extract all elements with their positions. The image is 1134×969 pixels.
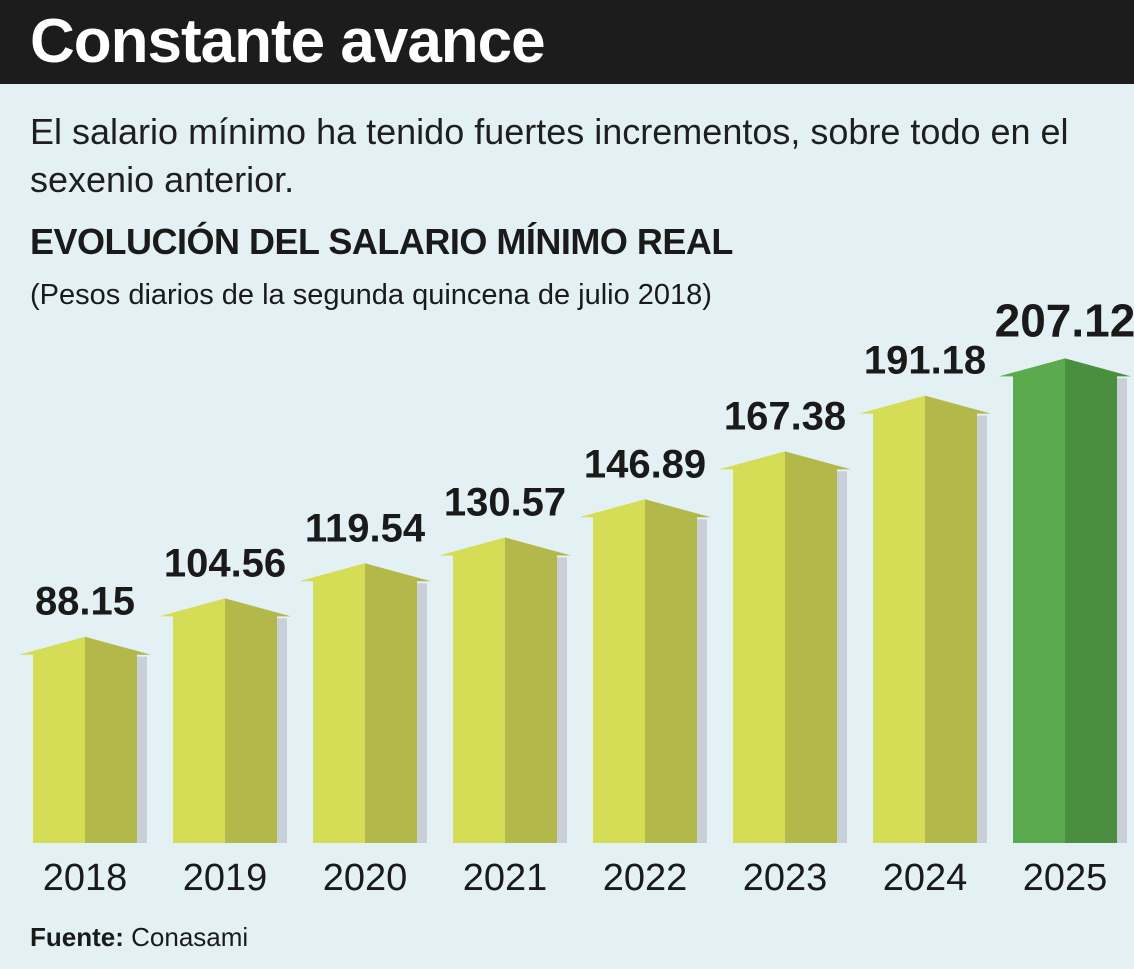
bar-2025 bbox=[999, 358, 1065, 843]
page-title: Constante avance bbox=[30, 7, 546, 76]
bar-shadow-2022 bbox=[697, 519, 707, 843]
category-label-2023: 2023 bbox=[743, 857, 828, 899]
chart-title: EVOLUCIÓN DEL SALARIO MÍNIMO REAL bbox=[30, 221, 733, 262]
value-label-2021: 130.57 bbox=[444, 480, 566, 524]
category-label-2025: 2025 bbox=[1023, 857, 1108, 899]
bar-2019 bbox=[159, 598, 225, 843]
chart-subtitle: (Pesos diarios de la segunda quincena de… bbox=[30, 279, 712, 311]
bar-2023 bbox=[719, 451, 785, 843]
bar-shade-2023 bbox=[785, 451, 851, 843]
value-label-2018: 88.15 bbox=[35, 580, 135, 624]
bar-shadow-2020 bbox=[417, 583, 427, 843]
bar-shade-2025 bbox=[1065, 358, 1131, 843]
bar-2018 bbox=[19, 636, 85, 843]
category-label-2018: 2018 bbox=[43, 857, 128, 899]
value-label-2023: 167.38 bbox=[724, 394, 846, 438]
bar-shade-2020 bbox=[365, 563, 431, 843]
value-label-2020: 119.54 bbox=[305, 506, 426, 550]
bar-shadow-2025 bbox=[1117, 378, 1127, 843]
bar-shade-2021 bbox=[505, 537, 571, 843]
value-label-2025: 207.12 bbox=[995, 294, 1134, 346]
bar-shadow-2024 bbox=[977, 415, 987, 843]
bar-shade-2019 bbox=[225, 598, 291, 843]
bar-shadow-2019 bbox=[277, 618, 287, 843]
value-label-2019: 104.56 bbox=[164, 541, 286, 585]
value-label-2022: 146.89 bbox=[584, 442, 706, 486]
bar-2021 bbox=[439, 537, 505, 843]
bar-2024 bbox=[859, 395, 925, 843]
bar-shade-2022 bbox=[645, 499, 711, 843]
bar-shadow-2018 bbox=[137, 656, 147, 843]
bar-2022 bbox=[579, 499, 645, 843]
value-label-2024: 191.18 bbox=[864, 339, 986, 383]
source-label: Fuente: bbox=[30, 922, 124, 952]
bar-shade-2024 bbox=[925, 395, 991, 843]
category-label-2022: 2022 bbox=[603, 857, 688, 899]
header-bar: Constante avance bbox=[0, 0, 1134, 84]
category-label-2020: 2020 bbox=[323, 857, 408, 899]
intro-text: El salario mínimo ha tenido fuertes incr… bbox=[30, 111, 1069, 200]
bar-2020 bbox=[299, 563, 365, 843]
category-label-2019: 2019 bbox=[183, 857, 268, 899]
category-label-2024: 2024 bbox=[883, 857, 968, 899]
bar-shadow-2023 bbox=[837, 471, 847, 843]
bar-shade-2018 bbox=[85, 636, 151, 843]
source-value: Conasami bbox=[131, 922, 249, 952]
source-note: Fuente: Conasami bbox=[30, 920, 248, 954]
bar-shadow-2021 bbox=[557, 557, 567, 843]
category-label-2021: 2021 bbox=[463, 857, 548, 899]
